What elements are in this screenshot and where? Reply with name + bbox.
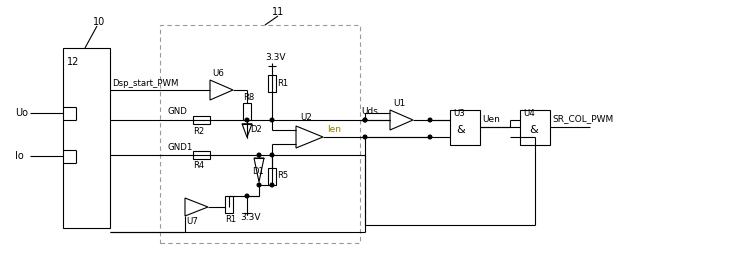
Text: Dsp_start_PWM: Dsp_start_PWM bbox=[112, 78, 178, 88]
Text: 10: 10 bbox=[93, 17, 105, 27]
Circle shape bbox=[245, 118, 249, 122]
Text: Uo: Uo bbox=[15, 108, 28, 118]
Bar bbox=[450, 110, 480, 145]
Circle shape bbox=[428, 118, 432, 122]
Circle shape bbox=[257, 153, 261, 157]
Text: Io: Io bbox=[15, 151, 23, 161]
Bar bbox=[160, 25, 360, 243]
Text: U2: U2 bbox=[300, 114, 312, 123]
Circle shape bbox=[270, 183, 274, 187]
Text: &: & bbox=[456, 125, 465, 135]
Polygon shape bbox=[296, 126, 323, 148]
Text: SR_COL_PWM: SR_COL_PWM bbox=[552, 114, 613, 124]
Text: 3.3V: 3.3V bbox=[240, 214, 261, 222]
Text: Uds: Uds bbox=[361, 108, 378, 117]
Text: D2: D2 bbox=[250, 125, 262, 134]
Text: U4: U4 bbox=[523, 109, 535, 119]
Text: &: & bbox=[529, 125, 538, 135]
Circle shape bbox=[363, 135, 367, 139]
Polygon shape bbox=[242, 124, 252, 137]
Bar bbox=[243, 103, 251, 120]
Text: 12: 12 bbox=[67, 57, 79, 67]
Circle shape bbox=[257, 183, 261, 187]
Text: 3.3V: 3.3V bbox=[265, 53, 286, 63]
Polygon shape bbox=[390, 110, 413, 130]
Text: U3: U3 bbox=[453, 109, 465, 119]
Circle shape bbox=[270, 153, 274, 157]
Text: U6: U6 bbox=[212, 68, 224, 78]
Text: R2: R2 bbox=[193, 127, 204, 135]
Bar bbox=[193, 151, 210, 159]
Text: R5: R5 bbox=[277, 171, 288, 180]
Bar bbox=[268, 168, 276, 185]
Text: Ien: Ien bbox=[327, 124, 341, 134]
Circle shape bbox=[245, 194, 249, 198]
Text: 11: 11 bbox=[272, 7, 284, 17]
Text: R4: R4 bbox=[193, 161, 204, 170]
Polygon shape bbox=[185, 198, 208, 216]
Text: R1: R1 bbox=[225, 215, 236, 224]
Polygon shape bbox=[210, 80, 233, 100]
Bar bbox=[225, 196, 233, 213]
Bar bbox=[63, 48, 110, 228]
Bar bbox=[520, 110, 550, 145]
Circle shape bbox=[363, 118, 367, 122]
Text: U7: U7 bbox=[186, 216, 198, 225]
Circle shape bbox=[363, 118, 367, 122]
Text: R1: R1 bbox=[277, 78, 288, 88]
Text: U1: U1 bbox=[393, 99, 405, 108]
Text: Uen: Uen bbox=[482, 114, 500, 124]
Circle shape bbox=[428, 135, 432, 139]
Polygon shape bbox=[254, 158, 264, 182]
Bar bbox=[193, 116, 210, 124]
Text: R8: R8 bbox=[243, 94, 254, 103]
Bar bbox=[268, 75, 276, 92]
Text: GND: GND bbox=[168, 108, 188, 117]
Text: D1: D1 bbox=[252, 168, 264, 176]
Text: GND1: GND1 bbox=[168, 143, 193, 151]
Circle shape bbox=[270, 118, 274, 122]
